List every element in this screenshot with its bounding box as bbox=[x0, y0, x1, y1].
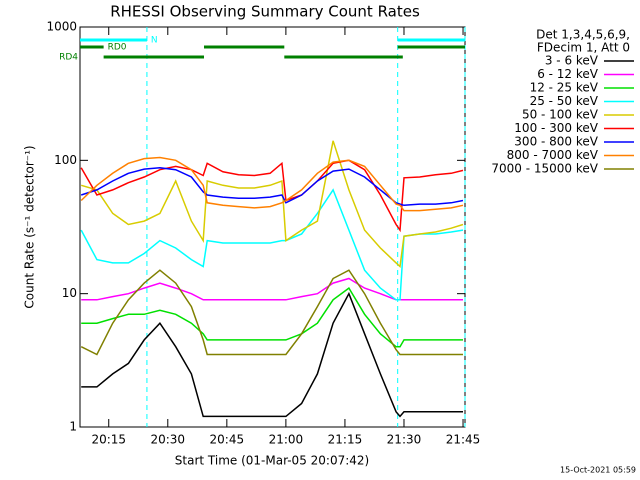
x-tick-label: 21:30 bbox=[387, 433, 422, 447]
flag-label: RD0 bbox=[108, 43, 127, 53]
series-line bbox=[80, 166, 464, 207]
legend-label: 6 - 12 keV bbox=[537, 67, 599, 81]
legend-label: 800 - 7000 keV bbox=[507, 148, 599, 162]
series-line bbox=[80, 269, 463, 356]
legend-header: Det 1,3,4,5,6,9, bbox=[536, 28, 630, 42]
series-line bbox=[81, 287, 463, 348]
legend-label: 300 - 800 keV bbox=[514, 135, 598, 149]
legend-label: 50 - 100 keV bbox=[522, 108, 599, 122]
y-axis-label: Count Rate (s⁻¹ detector⁻¹) bbox=[23, 145, 37, 308]
flag-label: RD4 bbox=[59, 53, 78, 63]
x-axis-label: Start Time (01-Mar-05 20:07:42) bbox=[175, 454, 369, 468]
legend-label: 12 - 25 keV bbox=[530, 81, 599, 95]
series-line bbox=[80, 188, 464, 301]
footer: 15-Oct-2021 05:59 bbox=[560, 466, 636, 475]
flag-label: N bbox=[151, 36, 158, 46]
x-tick-label: 21:45 bbox=[446, 433, 481, 447]
y-tick-label: 10 bbox=[62, 286, 77, 300]
plot-frame bbox=[79, 26, 466, 428]
legend-header: FDecim 1, Att 0 bbox=[537, 41, 630, 55]
chart-title: RHESSI Observing Summary Count Rates bbox=[110, 3, 420, 21]
y-tick-label: 1 bbox=[69, 420, 77, 434]
legend-label: 3 - 6 keV bbox=[545, 54, 599, 68]
y-tick-label: 1000 bbox=[46, 20, 77, 34]
x-tick-label: 20:15 bbox=[91, 433, 126, 447]
series-line bbox=[80, 159, 464, 233]
x-tick-label: 20:45 bbox=[210, 433, 245, 447]
series-line bbox=[81, 277, 463, 301]
series-line bbox=[80, 140, 464, 269]
x-tick-label: 20:30 bbox=[150, 433, 185, 447]
x-tick-label: 21:00 bbox=[269, 433, 304, 447]
series-line bbox=[80, 156, 464, 212]
legend-label: 7000 - 15000 keV bbox=[491, 162, 598, 176]
y-tick-label: 100 bbox=[54, 153, 77, 167]
series-line bbox=[81, 291, 463, 418]
legend-label: 25 - 50 keV bbox=[530, 94, 599, 108]
x-tick-label: 21:15 bbox=[328, 433, 363, 447]
legend-label: 100 - 300 keV bbox=[514, 121, 598, 135]
